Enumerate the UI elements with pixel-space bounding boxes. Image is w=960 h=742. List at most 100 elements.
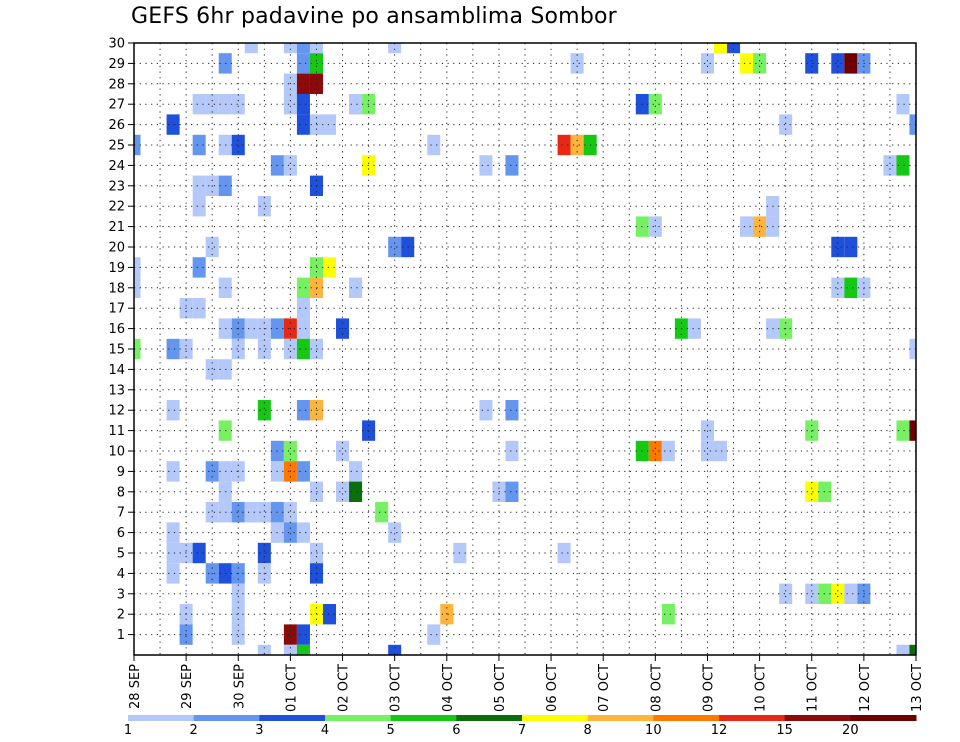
- heatmap-cell: [205, 94, 219, 115]
- heatmap-cell: [831, 236, 845, 258]
- y-tick-label: 27: [108, 98, 125, 113]
- heatmap-cell: [388, 43, 402, 54]
- heatmap-cell: [505, 400, 519, 421]
- heatmap-cell: [283, 440, 297, 462]
- heatmap-cell: [231, 134, 245, 156]
- heatmap-cell: [296, 73, 310, 94]
- heatmap-cell: [166, 522, 180, 543]
- heatmap-cell: [296, 43, 310, 54]
- heatmap-cell: [336, 481, 350, 502]
- heatmap-cell: [805, 481, 819, 502]
- heatmap-cell: [192, 298, 206, 319]
- heatmap-cell: [349, 277, 363, 298]
- heatmap-cell: [192, 175, 206, 196]
- heatmap-cell: [257, 338, 271, 360]
- y-tick-label: 19: [108, 261, 125, 276]
- heatmap-cell: [909, 644, 916, 655]
- heatmap-cell: [427, 624, 441, 645]
- heatmap-cell: [166, 563, 180, 584]
- heatmap-cell: [244, 318, 258, 339]
- heatmap-cell: [727, 43, 741, 54]
- heatmap-cell: [296, 114, 310, 135]
- colorbar-label: 7: [518, 723, 526, 738]
- y-tick-label: 15: [108, 343, 125, 358]
- y-tick-label: 29: [108, 57, 125, 72]
- heatmap-cell: [134, 257, 141, 278]
- y-tick-label: 1: [117, 628, 125, 643]
- heatmap-cell: [257, 196, 271, 217]
- y-tick-label: 18: [108, 281, 125, 296]
- colorbar-swatch: [850, 715, 917, 721]
- y-tick-label: 13: [108, 383, 125, 398]
- heatmap-cell: [661, 440, 675, 462]
- heatmap-cell: [231, 338, 245, 360]
- heatmap-cell: [479, 155, 493, 176]
- heatmap-cell: [388, 522, 402, 543]
- heatmap-cell: [896, 94, 910, 115]
- y-tick-label: 14: [108, 363, 125, 378]
- heatmap-cell: [753, 53, 767, 74]
- heatmap-cell: [257, 502, 271, 523]
- heatmap-cell: [244, 502, 258, 523]
- colorbar-label: 10: [645, 723, 662, 738]
- grid-lines: [134, 43, 916, 655]
- heatmap-cell: [388, 644, 402, 655]
- heatmap-cell: [700, 420, 714, 441]
- heatmap-cell: [296, 298, 310, 319]
- y-tick-label: 7: [117, 506, 125, 521]
- heatmap-cell: [296, 53, 310, 74]
- heatmap-cell: [257, 542, 271, 564]
- heatmap-cell: [909, 420, 916, 441]
- heatmap-cell: [134, 134, 141, 156]
- heatmap-cell: [205, 502, 219, 523]
- y-tick-label: 23: [108, 179, 125, 194]
- colorbar-swatch: [390, 715, 457, 721]
- heatmap-cell: [296, 277, 310, 298]
- colorbar: 1 2 3 4 5 6 7 8 10 12 15 20: [124, 715, 917, 738]
- heatmap-cell: [349, 481, 363, 502]
- heatmap-cell: [192, 257, 206, 278]
- x-tick-label: 07 OCT: [597, 664, 612, 712]
- x-tick-label: 09 OCT: [701, 664, 716, 712]
- colorbar-label: 2: [190, 723, 198, 738]
- y-tick-label: 9: [117, 465, 125, 480]
- heatmap-cell: [231, 502, 245, 523]
- heatmap-cell: [648, 440, 662, 462]
- heatmap-cell: [283, 43, 297, 54]
- colorbar-swatch: [325, 715, 392, 721]
- heatmap-cell: [322, 257, 337, 278]
- heatmap-cell: [427, 134, 441, 156]
- heatmap-cell: [296, 318, 310, 339]
- x-tick-label: 30 SEP: [232, 664, 247, 709]
- y-tick-label: 5: [117, 547, 125, 562]
- heatmap-cell: [831, 277, 845, 298]
- y-tick-label: 16: [108, 322, 125, 337]
- heatmap-cell: [805, 53, 819, 74]
- heatmap-cell: [166, 338, 180, 360]
- axis-ticks: 1234567891011121314151617181920212223242…: [108, 37, 925, 712]
- heatmap-cell: [831, 583, 845, 604]
- heatmap-cell: [231, 624, 245, 645]
- heatmap-cell: [844, 53, 858, 74]
- heatmap-cell: [296, 461, 310, 482]
- colorbar-swatch: [193, 715, 260, 721]
- colorbar-label: 6: [452, 723, 460, 738]
- colorbar-swatch: [587, 715, 654, 721]
- x-tick-label: 03 OCT: [389, 664, 404, 712]
- colorbar-label: 4: [321, 723, 329, 738]
- heatmap-cell: [296, 338, 310, 360]
- y-tick-label: 6: [117, 526, 125, 541]
- heatmap-cell: [309, 43, 323, 54]
- x-tick-label: 06 OCT: [545, 664, 560, 712]
- heatmap-cell: [779, 583, 793, 604]
- colorbar-swatch: [522, 715, 589, 721]
- heatmap-cell: [479, 400, 493, 421]
- heatmap-cell: [296, 644, 310, 655]
- heatmap-cell: [805, 583, 819, 604]
- heatmap-cell: [779, 114, 793, 135]
- heatmap-cell: [831, 53, 845, 74]
- heatmap-cell: [283, 522, 297, 543]
- heatmap-cell: [283, 502, 297, 523]
- heatmap-cell: [296, 522, 310, 543]
- y-tick-label: 12: [108, 404, 125, 419]
